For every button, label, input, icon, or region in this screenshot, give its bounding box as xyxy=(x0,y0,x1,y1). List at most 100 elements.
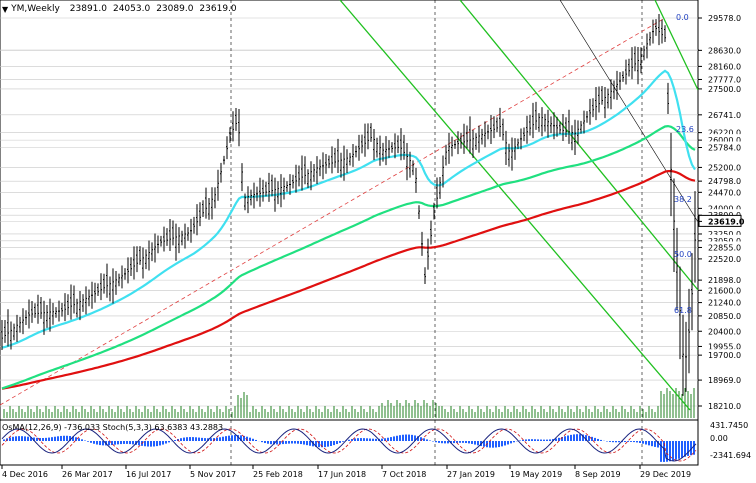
moving-averages xyxy=(1,69,696,390)
price-label: 21898.0 xyxy=(708,276,741,285)
low-value: 23089.0 xyxy=(156,4,194,14)
price-label: 22855.0 xyxy=(708,243,741,252)
price-label: 25200.0 xyxy=(708,163,741,172)
price-label: 28160.0 xyxy=(708,62,741,71)
time-axis: 4 Dec 2016 26 Mar 2017 16 Jul 2017 5 Nov 20… xyxy=(1,465,691,479)
price-label-bg xyxy=(699,374,741,386)
collapse-arrow-icon[interactable]: ▼ xyxy=(2,4,9,14)
oscillator-axis-label: 0.00 xyxy=(710,434,728,443)
price-label: 27500.0 xyxy=(708,85,741,94)
oscillator-axis-label: -2341.694 xyxy=(710,451,751,460)
price-label: 29578.0 xyxy=(708,14,741,23)
time-label: 16 Jul 2017 xyxy=(126,470,171,479)
price-label: 25784.0 xyxy=(708,143,741,152)
price-label-bg xyxy=(699,161,741,173)
price-label: 23050.0 xyxy=(708,237,741,246)
price-label-bg xyxy=(699,82,741,94)
price-label: 21600.0 xyxy=(708,286,741,295)
fib-base-line xyxy=(0,17,666,406)
time-label: 17 Jun 2018 xyxy=(318,470,366,479)
price-label-bg xyxy=(699,60,741,72)
stoch-main-line xyxy=(1,428,697,462)
ema-fast-line xyxy=(1,69,696,349)
price-label-bg xyxy=(699,349,741,361)
price-label-bg xyxy=(699,12,741,23)
time-label: 8 Sep 2019 xyxy=(575,470,621,479)
trend-channels xyxy=(0,0,699,411)
price-label-bg xyxy=(699,252,741,264)
price-label-bg xyxy=(699,325,741,337)
fib-level-label: 61.8 xyxy=(674,306,692,315)
price-label-bg xyxy=(699,227,741,239)
oscillator-pane-frame xyxy=(0,419,699,466)
price-label: 19700.0 xyxy=(708,351,741,360)
time-label: 19 May 2019 xyxy=(510,470,562,479)
oscillator-axis-label: 431.7450 xyxy=(710,421,748,430)
price-label: 24470.0 xyxy=(708,188,741,197)
price-label-bg xyxy=(699,134,741,146)
price-label: 23250.0 xyxy=(708,230,741,239)
time-label: 7 Oct 2018 xyxy=(382,470,426,479)
time-label: 4 Dec 2016 xyxy=(2,470,48,479)
price-label-bg xyxy=(699,108,741,120)
chart-header: ▼ YM,Weekly 23891.0 24053.0 23089.0 2361… xyxy=(2,2,243,16)
open-value: 23891.0 xyxy=(69,4,107,14)
price-label: 26741.0 xyxy=(708,111,741,120)
price-label: 26000.0 xyxy=(708,136,741,145)
price-label: 22520.0 xyxy=(708,255,741,264)
time-label: 5 Nov 2017 xyxy=(190,470,236,479)
price-label-bg xyxy=(699,186,741,198)
price-label: 24000.0 xyxy=(708,204,741,213)
channel-right-line xyxy=(654,0,699,91)
volume-bars xyxy=(3,388,695,418)
price-label-bg xyxy=(699,234,741,246)
ema-mid-line xyxy=(1,124,696,390)
high-value: 24053.0 xyxy=(112,4,151,14)
price-label: 24798.0 xyxy=(708,177,741,186)
oscillator-pane: 431.7450 0.00 -2341.694 xyxy=(1,421,751,462)
price-label-bg xyxy=(699,44,741,56)
oscillator-header: OsMA(12,26,9) -736.033 Stoch(5,3,3) 63.6… xyxy=(2,423,223,432)
price-label: 18969.0 xyxy=(708,376,741,385)
price-label-bg xyxy=(699,202,741,214)
price-label-bg xyxy=(699,284,741,296)
price-label: 20850.0 xyxy=(708,312,741,321)
fibonacci-labels: 0.0 23.6 38.2 50.0 61.8 xyxy=(674,13,694,315)
price-axis: 29578.028640.028630.028160.027777.027500… xyxy=(698,12,745,411)
symbol-label: YM,Weekly xyxy=(11,4,60,14)
price-label-bg xyxy=(699,73,741,85)
time-label: 29 Dec 2019 xyxy=(640,470,691,479)
channel-lower-line xyxy=(339,0,691,411)
price-label-bg xyxy=(699,296,741,308)
price-label-bg xyxy=(699,340,741,352)
channel-mid-line xyxy=(559,0,699,223)
price-label-bg xyxy=(699,175,741,187)
price-label: 23619.0 xyxy=(708,217,745,226)
price-label-bg xyxy=(699,274,741,286)
fib-level-label: 38.2 xyxy=(674,195,692,204)
fib-level-label: 23.6 xyxy=(676,125,694,134)
price-label-bg xyxy=(699,209,741,221)
price-label: 19955.0 xyxy=(708,342,741,351)
price-label-bg xyxy=(699,241,741,253)
price-label: 21240.0 xyxy=(708,299,741,308)
ema-slow-line xyxy=(1,170,696,390)
time-label: 26 Mar 2017 xyxy=(62,470,113,479)
price-label-bg xyxy=(699,400,741,411)
channel-upper-line xyxy=(459,0,699,291)
fib-level-label: 50.0 xyxy=(674,250,692,259)
price-label: 27777.0 xyxy=(708,75,741,84)
price-label: 20400.0 xyxy=(708,327,741,336)
price-label-bg xyxy=(699,141,741,153)
price-label-bg xyxy=(699,126,741,138)
fib-level-label: 0.0 xyxy=(676,13,689,22)
time-label: 27 Jan 2019 xyxy=(447,470,495,479)
time-label: 25 Feb 2018 xyxy=(253,470,303,479)
grid-lines xyxy=(0,0,698,465)
price-label: 28630.0 xyxy=(708,46,741,55)
price-label: 26220.0 xyxy=(708,129,741,138)
price-label-bg xyxy=(699,309,741,321)
price-bars xyxy=(1,14,696,396)
stoch-signal-line xyxy=(1,428,697,462)
